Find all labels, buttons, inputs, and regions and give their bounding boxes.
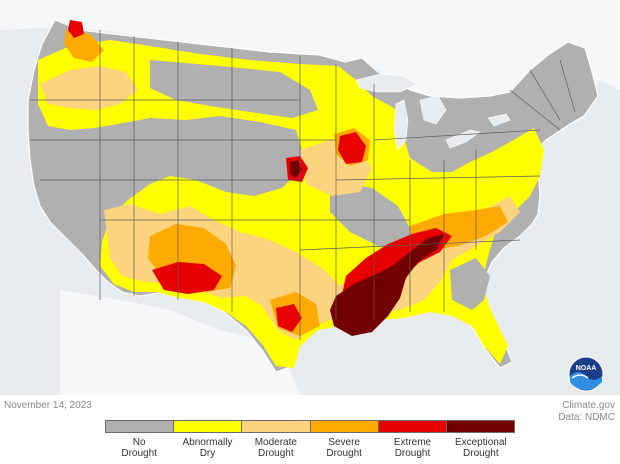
drought-zone-exceptional-missouri — [290, 160, 302, 178]
drought-map: NOAA — [0, 0, 620, 395]
legend-label: No Drought — [105, 437, 173, 459]
drought-zone-extreme-washington — [68, 20, 84, 38]
drought-zone-moderate-northwest — [40, 66, 138, 110]
no-drought-area-northwest — [36, 124, 236, 230]
legend-swatch — [174, 421, 243, 432]
no-drought-area-plains — [150, 60, 318, 118]
great-lakes — [355, 73, 511, 151]
legend-label-line1: Severe — [328, 437, 360, 448]
legend-swatch — [242, 421, 311, 432]
credit-data: Data: NDMC — [558, 412, 615, 423]
legend-label-line1: Exceptional — [454, 437, 507, 448]
drought-zone-extreme-southwest — [152, 262, 222, 294]
state-border — [335, 175, 541, 181]
state-border — [299, 239, 521, 251]
no-drought-area-central — [330, 180, 412, 252]
state-borders — [30, 30, 576, 340]
state-border — [559, 59, 576, 113]
lake-erie — [445, 129, 481, 149]
no-drought-area-northeast — [414, 50, 592, 158]
legend-label-line1: No — [132, 437, 146, 448]
state-border — [509, 89, 561, 131]
legend-label: Moderate Drought — [242, 437, 310, 459]
legend-label-line2: Drought — [326, 448, 362, 459]
state-border — [529, 69, 561, 121]
drought-zone-exceptional — [330, 234, 444, 336]
lake-huron — [419, 95, 447, 125]
lake-ontario — [487, 113, 511, 127]
noaa-logo: NOAA — [568, 356, 604, 392]
drought-zone-extreme-texas — [276, 304, 302, 332]
no-drought-area-southeast — [450, 258, 490, 310]
legend-swatch — [310, 421, 379, 432]
legend-label-line2: Drought — [121, 448, 157, 459]
legend-color-bar — [105, 420, 515, 433]
drought-map-svg — [0, 0, 620, 395]
credit-source: Climate.gov — [562, 400, 615, 411]
legend-label-line1: Extreme — [393, 437, 432, 448]
legend-label-line2: Drought — [463, 448, 499, 459]
map-date: November 14, 2023 — [4, 400, 92, 411]
legend-label: Severe Drought — [310, 437, 378, 459]
legend-label: Extreme Drought — [378, 437, 446, 459]
legend-label-line1: Moderate — [254, 437, 297, 448]
lake-michigan — [393, 99, 409, 151]
legend-label-line2: Dry — [199, 448, 216, 459]
drought-zone-extreme-iowa — [338, 132, 366, 164]
state-border — [373, 129, 541, 141]
legend-label: Exceptional Drought — [447, 437, 515, 459]
legend-label: Abnormally Dry — [173, 437, 241, 459]
noaa-logo-text: NOAA — [576, 365, 597, 372]
legend-label-line2: Drought — [258, 448, 294, 459]
legend-swatch — [446, 421, 515, 432]
legend-swatch — [106, 421, 175, 432]
credit-block: Climate.gov Data: NDMC — [558, 400, 615, 424]
legend-label-line2: Drought — [394, 448, 431, 459]
lake-superior — [355, 73, 419, 93]
legend-swatch — [378, 421, 447, 432]
drought-layer — [36, 20, 592, 368]
legend-labels: No Drought Abnormally Dry Moderate Drought Sev… — [105, 437, 515, 459]
mexico-landmass — [60, 290, 300, 395]
legend-label-line1: Abnormally — [182, 437, 233, 448]
